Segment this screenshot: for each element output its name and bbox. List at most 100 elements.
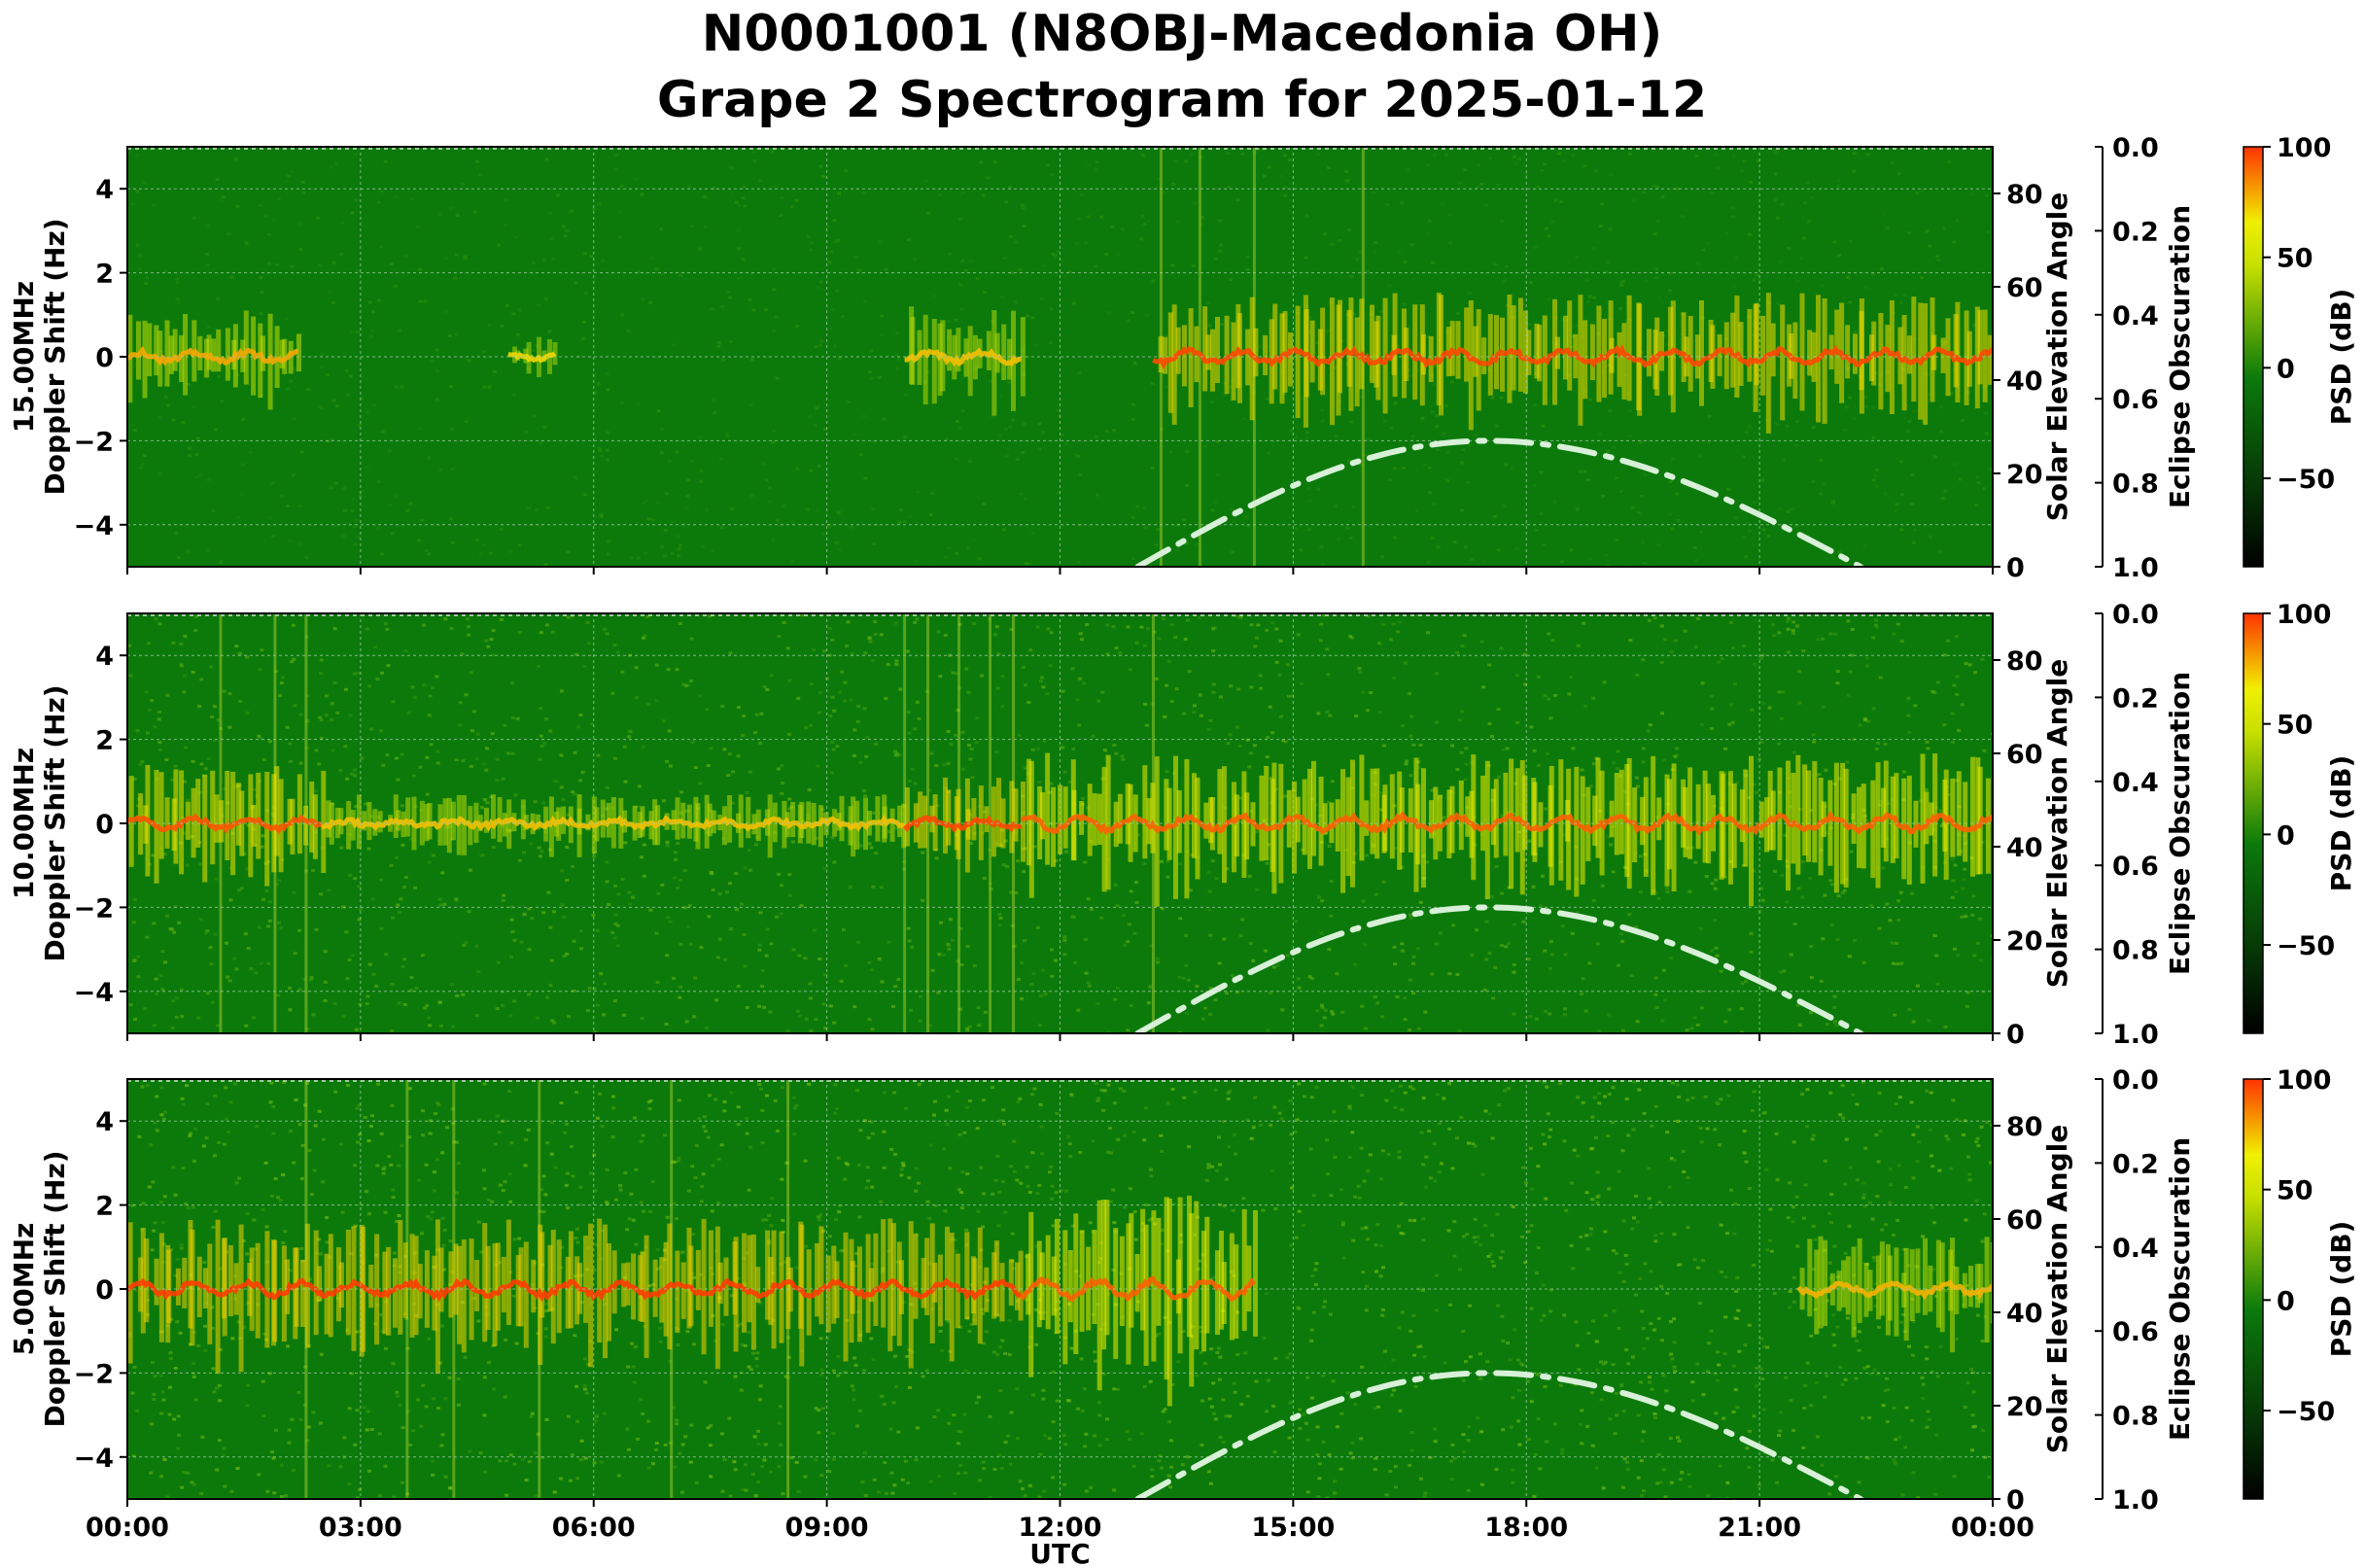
noise-speck xyxy=(1848,300,1853,304)
noise-speck xyxy=(145,276,150,280)
noise-speck xyxy=(1661,1468,1666,1472)
solar-tick-label: 0 xyxy=(2006,553,2025,583)
noise-speck xyxy=(1880,267,1884,271)
noise-speck xyxy=(344,930,349,934)
noise-speck xyxy=(1379,310,1383,314)
noise-speck xyxy=(366,847,371,851)
noise-speck xyxy=(740,1343,745,1347)
noise-speck xyxy=(607,903,611,906)
noise-speck xyxy=(629,556,634,560)
noise-speck xyxy=(1151,279,1156,283)
noise-speck xyxy=(169,1248,174,1252)
noise-speck xyxy=(1277,673,1282,677)
noise-speck xyxy=(1169,1439,1173,1443)
noise-speck xyxy=(858,760,863,764)
noise-speck xyxy=(1926,747,1930,750)
noise-speck xyxy=(757,1083,762,1087)
noise-speck xyxy=(1939,824,1944,827)
noise-speck xyxy=(620,878,625,881)
noise-speck xyxy=(435,398,439,401)
noise-speck xyxy=(997,923,1002,927)
noise-speck xyxy=(836,511,841,515)
noise-speck xyxy=(1732,285,1737,288)
noise-speck xyxy=(1337,538,1341,541)
noise-speck xyxy=(537,664,541,668)
noise-speck xyxy=(1369,691,1374,694)
noise-speck xyxy=(1907,420,1912,423)
noise-speck xyxy=(135,243,140,247)
noise-speck xyxy=(1181,1330,1186,1333)
noise-speck xyxy=(1432,154,1437,157)
noise-speck xyxy=(1207,889,1212,893)
noise-speck xyxy=(1105,1417,1109,1421)
noise-speck xyxy=(668,764,673,768)
noise-speck xyxy=(1611,1363,1616,1367)
noise-speck xyxy=(1304,256,1308,260)
noise-speck xyxy=(606,388,610,392)
noise-speck xyxy=(1744,555,1749,559)
noise-speck xyxy=(1002,256,1007,260)
noise-speck xyxy=(558,1477,563,1481)
noise-speck xyxy=(1608,227,1613,230)
noise-speck xyxy=(1724,231,1729,235)
noise-speck xyxy=(395,1220,400,1223)
noise-speck xyxy=(1883,1388,1888,1392)
noise-speck xyxy=(1478,1352,1482,1356)
noise-speck xyxy=(807,788,812,792)
noise-speck xyxy=(243,932,248,936)
noise-speck xyxy=(835,745,840,749)
noise-speck xyxy=(1127,319,1131,323)
noise-speck xyxy=(517,858,522,862)
noise-speck xyxy=(1546,752,1550,755)
noise-speck xyxy=(790,205,794,209)
noise-speck xyxy=(727,752,732,756)
noise-speck xyxy=(1906,696,1911,700)
noise-speck xyxy=(1089,907,1094,911)
noise-speck xyxy=(343,745,348,749)
noise-speck xyxy=(662,719,666,723)
doppler-burst xyxy=(296,333,301,372)
noise-speck xyxy=(1867,1201,1872,1204)
noise-speck xyxy=(1340,339,1345,343)
noise-speck xyxy=(298,223,303,226)
noise-speck xyxy=(332,681,337,685)
noise-speck xyxy=(1361,1271,1366,1274)
noise-speck xyxy=(560,903,565,907)
noise-speck xyxy=(573,750,577,754)
noise-speck xyxy=(1536,675,1541,679)
noise-speck xyxy=(179,1246,184,1250)
noise-speck xyxy=(1952,463,1957,467)
noise-speck xyxy=(573,792,577,796)
noise-speck xyxy=(292,417,296,421)
noise-speck xyxy=(1607,1013,1612,1017)
noise-speck xyxy=(1037,448,1042,451)
noise-speck xyxy=(369,727,374,731)
noise-speck xyxy=(1285,1356,1290,1360)
noise-speck xyxy=(157,472,162,475)
noise-speck xyxy=(1938,809,1943,813)
noise-speck xyxy=(264,889,269,892)
doppler-burst xyxy=(225,771,230,860)
noise-speck xyxy=(628,902,633,906)
noise-speck xyxy=(1194,542,1199,546)
noise-speck xyxy=(1209,1347,1214,1351)
noise-speck xyxy=(1872,1259,1877,1262)
doppler-burst xyxy=(952,334,957,380)
noise-speck xyxy=(417,539,422,542)
noise-speck xyxy=(504,224,507,227)
noise-speck xyxy=(1086,897,1091,901)
noise-speck xyxy=(436,1407,440,1411)
noise-speck xyxy=(1620,1149,1625,1153)
noise-speck xyxy=(730,192,735,195)
noise-speck xyxy=(574,652,578,656)
noise-speck xyxy=(1432,383,1437,387)
noise-speck xyxy=(850,525,854,529)
noise-speck xyxy=(1842,296,1847,299)
doppler-burst xyxy=(772,802,778,843)
noise-speck xyxy=(1595,1201,1600,1204)
noise-speck xyxy=(1326,1172,1330,1176)
noise-speck xyxy=(1455,973,1460,977)
noise-speck xyxy=(425,548,429,552)
noise-speck xyxy=(293,366,297,370)
noise-speck xyxy=(1762,1111,1767,1115)
